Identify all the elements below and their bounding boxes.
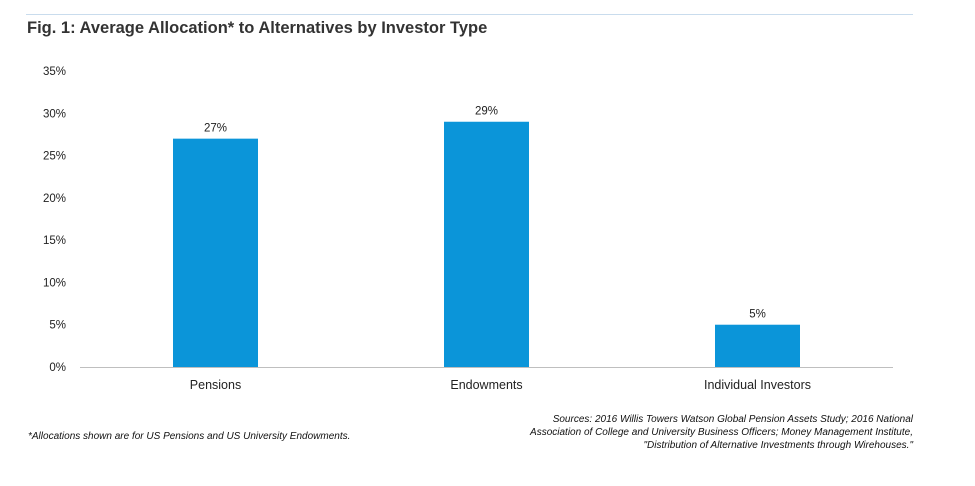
x-category-label: Pensions (190, 378, 241, 392)
y-tick-label: 5% (49, 320, 66, 332)
bars (173, 121, 800, 367)
data-labels: 27% 29% 5% (204, 106, 766, 321)
data-label: 27% (204, 123, 227, 135)
bar-individual-investors (715, 324, 800, 367)
y-tick-label: 0% (49, 362, 66, 374)
footnote: *Allocations shown are for US Pensions a… (28, 431, 351, 442)
y-tick-label: 15% (43, 235, 66, 247)
y-tick-label: 10% (43, 277, 66, 289)
sources-line-3: "Distribution of Alternative Investments… (643, 440, 913, 451)
data-label: 29% (475, 106, 498, 118)
data-label: 5% (749, 309, 766, 321)
sources-line-2: Association of College and University Bu… (530, 427, 913, 438)
chart-title: Fig. 1: Average Allocation* to Alternati… (27, 19, 488, 37)
sources-note: Sources: 2016 Willis Towers Watson Globa… (530, 413, 913, 452)
x-category-label: Endowments (450, 378, 522, 392)
y-tick-label: 30% (43, 108, 66, 120)
x-category-label: Individual Investors (704, 378, 811, 392)
x-axis-labels: Pensions Endowments Individual Investors (190, 378, 811, 392)
top-divider (26, 14, 913, 15)
bar-pensions (173, 138, 258, 367)
y-axis-ticks: 0% 5% 10% 15% 20% 25% 30% 35% (43, 66, 66, 374)
sources-line-1: Sources: 2016 Willis Towers Watson Globa… (552, 414, 913, 425)
y-tick-label: 35% (43, 66, 66, 78)
bar-endowments (444, 121, 529, 367)
y-tick-label: 25% (43, 151, 66, 163)
y-tick-label: 20% (43, 193, 66, 205)
